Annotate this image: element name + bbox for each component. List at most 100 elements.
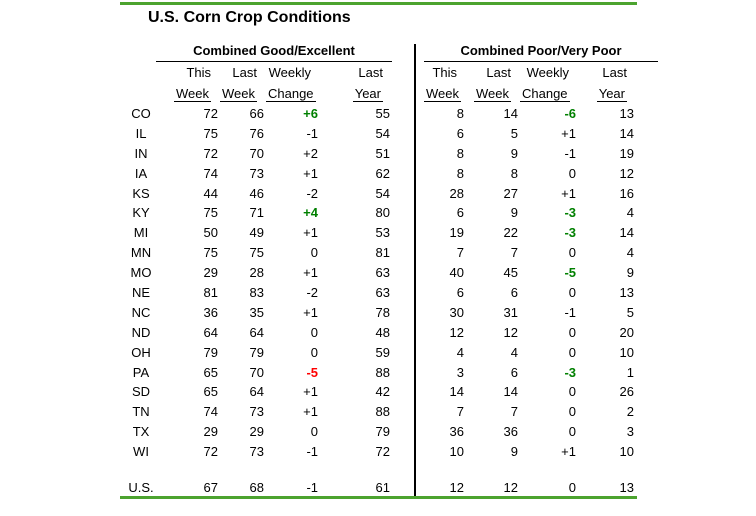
poor-last-week-value: 9	[510, 205, 518, 221]
state-label: WI	[133, 444, 149, 460]
column-header-row-top: This Last Weekly Last This Last Weekly Last	[118, 62, 636, 83]
table-row: WI 72 73 -1 72 10 9 +1 10	[118, 442, 636, 462]
good-last-year-value: 62	[375, 165, 390, 181]
good-last-week-value: 79	[249, 344, 264, 360]
section-title-poor-very-poor: Combined Poor/Very Poor	[424, 42, 658, 62]
good-weekly-change-value: -5	[306, 364, 318, 380]
poor-this-week-value: 6	[456, 205, 464, 221]
state-label: TN	[132, 404, 150, 420]
col-header-top: This	[186, 65, 211, 80]
good-last-week-value: 64	[249, 324, 264, 340]
poor-weekly-change-value: 0	[568, 344, 576, 360]
poor-weekly-change-value: 0	[568, 285, 576, 301]
poor-last-year-value: 12	[619, 165, 634, 181]
col-header-bottom: Year	[320, 83, 392, 104]
good-last-week-value: 73	[249, 444, 264, 460]
good-weekly-change-value: -1	[306, 444, 318, 460]
good-this-week-value: 67	[203, 480, 218, 496]
poor-this-week-value: 28	[449, 185, 464, 201]
good-this-week-value: 64	[203, 324, 218, 340]
poor-last-year-value: 26	[619, 384, 634, 400]
poor-this-week-value: 6	[456, 285, 464, 301]
state-label: U.S.	[128, 480, 154, 496]
good-last-year-value: 55	[375, 106, 390, 121]
table-row: OH 79 79 0 59 4 4 0 10	[118, 343, 636, 363]
good-last-week-value: 66	[249, 106, 264, 121]
state-label: KY	[132, 205, 150, 221]
good-this-week-value: 72	[203, 145, 218, 161]
state-label: IL	[135, 125, 147, 141]
good-last-week-value: 46	[249, 185, 264, 201]
table-row: ND 64 64 0 48 12 12 0 20	[118, 323, 636, 343]
table-row: NC 36 35 +1 78 30 31 -1 5	[118, 303, 636, 323]
good-weekly-change-value: +1	[303, 404, 318, 420]
good-last-week-value: 49	[249, 225, 264, 241]
poor-weekly-change-value: 0	[568, 384, 576, 400]
good-last-week-value: 83	[249, 285, 264, 301]
poor-last-week-value: 7	[510, 245, 518, 261]
col-header-underlined-label: Week	[220, 86, 257, 102]
good-last-week-value: 71	[249, 205, 264, 221]
poor-last-year-value: 19	[619, 145, 634, 161]
poor-last-week-value: 6	[510, 364, 518, 380]
good-last-week-value: 64	[249, 384, 264, 400]
state-label: PA	[132, 364, 150, 380]
poor-last-week-value: 22	[503, 225, 518, 241]
good-this-week-value: 75	[203, 205, 218, 221]
column-header-row-bottom: Week Week Change Year Week Week Change Year	[118, 83, 636, 104]
good-this-week-value: 65	[203, 364, 218, 380]
top-rule	[120, 2, 637, 5]
poor-weekly-change-value: 0	[568, 245, 576, 261]
good-last-year-value: 63	[375, 285, 390, 301]
good-this-week-value: 74	[203, 404, 218, 420]
poor-last-week-value: 8	[510, 165, 518, 181]
col-header-top: This	[432, 65, 457, 80]
good-this-week-value: 72	[203, 106, 218, 121]
table-row: TX 29 29 0 79 36 36 0 3	[118, 422, 636, 442]
poor-this-week-value: 14	[449, 384, 464, 400]
poor-last-week-value: 31	[503, 304, 518, 320]
good-this-week-value: 29	[203, 265, 218, 281]
poor-weekly-change-value: -3	[564, 364, 576, 380]
col-header-bottom: Year	[578, 83, 636, 104]
col-header-underlined-label: Year	[352, 86, 383, 102]
state-label: MO	[130, 265, 152, 281]
good-weekly-change-value: +1	[303, 304, 318, 320]
poor-last-year-value: 2	[626, 404, 634, 420]
good-this-week-value: 72	[203, 444, 218, 460]
conditions-table: Combined Good/Excellent Combined Poor/Ve…	[118, 42, 658, 498]
state-label: CO	[131, 106, 151, 121]
poor-this-week-value: 7	[456, 404, 464, 420]
good-last-year-value: 54	[375, 185, 390, 201]
table-row: KY 75 71 +4 80 6 9 -3 4	[118, 203, 636, 223]
good-last-year-value: 59	[375, 344, 390, 360]
poor-weekly-change-value: +1	[561, 185, 576, 201]
good-weekly-change-value: +1	[303, 384, 318, 400]
poor-last-year-value: 4	[626, 245, 634, 261]
state-label: IA	[134, 165, 148, 181]
table-row: U.S. 67 68 -1 61 12 12 0 13	[118, 478, 636, 498]
table-row: KS 44 46 -2 54 28 27 +1 16	[118, 184, 636, 204]
state-label: TX	[132, 424, 150, 440]
good-weekly-change-value: 0	[310, 424, 318, 440]
table-row: SD 65 64 +1 42 14 14 0 26	[118, 382, 636, 402]
table-row: IA 74 73 +1 62 8 8 0 12	[118, 164, 636, 184]
poor-this-week-value: 8	[456, 145, 464, 161]
poor-last-week-value: 9	[510, 444, 518, 460]
good-weekly-change-value: +1	[303, 165, 318, 181]
poor-weekly-change-value: -3	[564, 225, 576, 241]
good-weekly-change-value: +1	[303, 225, 318, 241]
state-label: IN	[134, 145, 148, 161]
poor-this-week-value: 4	[456, 344, 464, 360]
poor-last-week-value: 5	[510, 125, 518, 141]
poor-last-year-value: 10	[619, 344, 634, 360]
good-last-week-value: 68	[249, 480, 264, 496]
poor-last-year-value: 13	[619, 285, 634, 301]
good-last-week-value: 70	[249, 364, 264, 380]
state-label: NC	[131, 304, 151, 320]
good-weekly-change-value: +2	[303, 145, 318, 161]
poor-last-week-value: 9	[510, 145, 518, 161]
good-last-year-value: 79	[375, 424, 390, 440]
poor-this-week-value: 8	[456, 106, 464, 121]
col-header-bottom: Week	[220, 83, 266, 104]
